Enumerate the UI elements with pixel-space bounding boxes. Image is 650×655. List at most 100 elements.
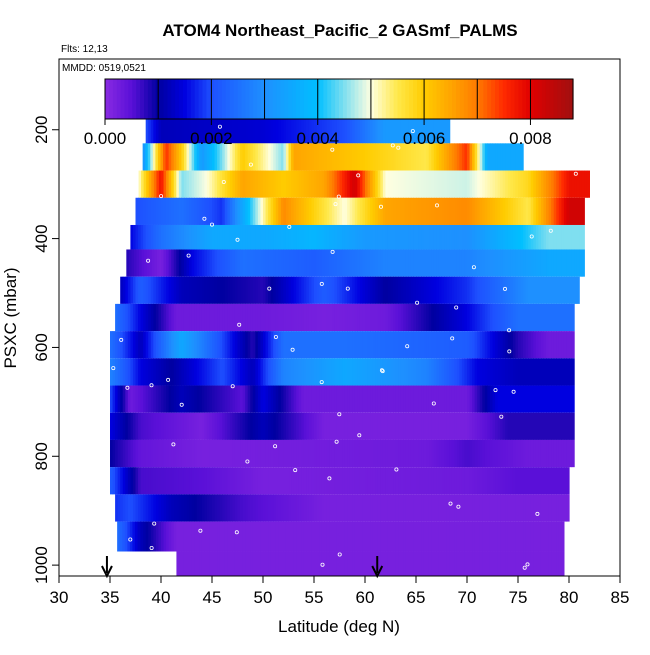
heatmap-cell xyxy=(285,467,290,495)
heatmap-cell xyxy=(538,276,542,304)
heatmap-cell xyxy=(250,551,254,576)
heatmap-cell xyxy=(173,412,177,440)
heatmap-cell xyxy=(132,224,137,250)
heatmap-cell xyxy=(395,224,399,250)
heatmap-cell xyxy=(186,385,190,413)
heatmap-cell xyxy=(255,170,259,198)
heatmap-cell xyxy=(405,358,409,386)
heatmap-cell xyxy=(456,224,460,250)
heatmap-cell xyxy=(201,143,205,171)
heatmap-cell xyxy=(431,249,435,277)
heatmap-cell xyxy=(479,385,483,413)
heatmap-cell xyxy=(512,249,517,277)
heatmap-cell xyxy=(316,439,320,468)
heatmap-cell xyxy=(252,276,256,304)
sample-marker xyxy=(273,444,278,449)
heatmap-cell xyxy=(456,385,460,413)
heatmap-cell xyxy=(405,494,409,522)
heatmap-cell xyxy=(342,439,346,468)
heatmap-cell xyxy=(405,113,409,144)
heatmap-cell xyxy=(576,224,580,250)
heatmap-cell xyxy=(222,521,226,552)
heatmap-cell xyxy=(382,303,386,332)
heatmap-cell xyxy=(125,303,129,332)
heatmap-cell xyxy=(260,521,264,552)
heatmap-cell xyxy=(270,385,274,413)
heatmap-cell xyxy=(204,224,208,250)
heatmap-cell xyxy=(467,143,471,171)
heatmap-cell xyxy=(296,521,300,552)
heatmap-cell xyxy=(357,439,361,468)
heatmap-cell xyxy=(515,521,519,552)
heatmap-cell xyxy=(293,331,297,359)
colorbar-swatch xyxy=(405,79,410,119)
heatmap-cell xyxy=(143,276,147,304)
heatmap-cell xyxy=(510,197,514,225)
heatmap-cell xyxy=(441,224,445,250)
heatmap-cell xyxy=(161,224,165,250)
heatmap-cell xyxy=(260,113,264,144)
heatmap-cell xyxy=(431,197,435,225)
heatmap-cell xyxy=(280,170,284,198)
heatmap-cell xyxy=(303,467,307,495)
heatmap-cell xyxy=(347,358,351,386)
heatmap-cell xyxy=(283,143,287,171)
heatmap-cell xyxy=(546,224,550,250)
heatmap-cell xyxy=(482,521,486,552)
heatmap-cell xyxy=(301,494,305,522)
heatmap-cell xyxy=(273,551,277,576)
colorbar-swatch xyxy=(132,79,137,119)
heatmap-cell xyxy=(171,197,175,225)
heatmap-cell xyxy=(301,467,305,495)
heatmap-cell xyxy=(163,385,167,413)
heatmap-cell xyxy=(293,170,297,198)
heatmap-cell xyxy=(224,412,228,440)
heatmap-cell xyxy=(298,439,302,468)
heatmap-cell xyxy=(250,521,254,552)
heatmap-cell xyxy=(556,412,560,440)
heatmap-cell xyxy=(138,331,142,359)
heatmap-cell xyxy=(168,358,172,386)
heatmap-cell xyxy=(268,303,272,332)
heatmap-cell xyxy=(413,385,417,413)
heatmap-cell xyxy=(140,439,144,468)
heatmap-cell xyxy=(153,276,157,304)
colorbar-swatch xyxy=(163,79,168,119)
heatmap-cell xyxy=(138,358,142,386)
heatmap-cell xyxy=(449,170,453,198)
heatmap-cell xyxy=(204,331,208,359)
heatmap-cell xyxy=(219,249,223,277)
heatmap-cell xyxy=(296,494,300,522)
heatmap-cell xyxy=(293,224,297,250)
heatmap-cell xyxy=(278,358,282,386)
heatmap-cell xyxy=(110,385,114,413)
heatmap-cell xyxy=(423,551,427,576)
heatmap-cell xyxy=(385,249,389,277)
heatmap-cell xyxy=(201,521,205,552)
heatmap-cell xyxy=(206,276,211,304)
heatmap-cell xyxy=(319,385,323,413)
heatmap-cell xyxy=(291,551,295,576)
heatmap-cell xyxy=(120,412,124,440)
heatmap-cell xyxy=(405,170,409,198)
heatmap-cell xyxy=(566,276,570,304)
heatmap-cell xyxy=(181,143,185,171)
heatmap-cell xyxy=(352,439,356,468)
heatmap-cell xyxy=(359,385,364,413)
heatmap-cell xyxy=(426,113,430,144)
heatmap-cell xyxy=(403,439,407,468)
heatmap-cell xyxy=(255,467,259,495)
heatmap-cell xyxy=(546,439,550,468)
heatmap-cell xyxy=(132,467,137,495)
heatmap-cell xyxy=(515,467,519,495)
heatmap-cell xyxy=(316,331,320,359)
heatmap-cell xyxy=(150,143,154,171)
heatmap-cell xyxy=(342,358,346,386)
heatmap-cell xyxy=(199,143,203,171)
heatmap-cell xyxy=(538,358,542,386)
heatmap-cell xyxy=(176,197,180,225)
heatmap-cell xyxy=(431,113,435,144)
heatmap-cell xyxy=(263,197,267,225)
heatmap-cell xyxy=(319,224,323,250)
heatmap-cell xyxy=(413,197,417,225)
